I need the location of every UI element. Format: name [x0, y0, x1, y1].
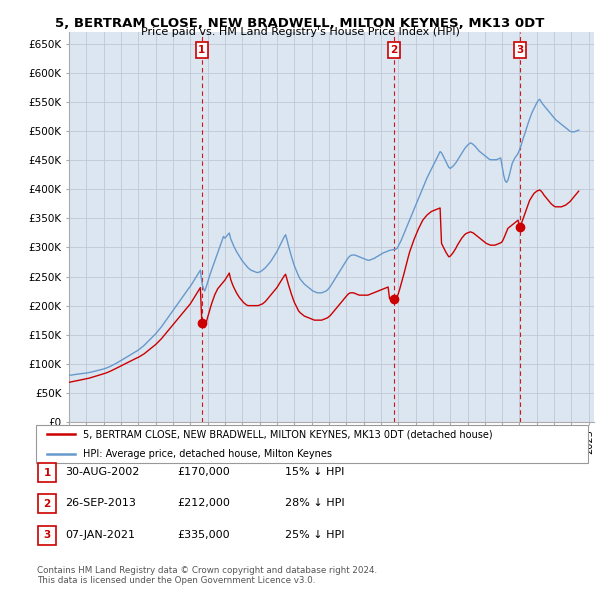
Text: 1: 1 — [43, 468, 51, 477]
Text: 25% ↓ HPI: 25% ↓ HPI — [285, 530, 344, 539]
Text: 07-JAN-2021: 07-JAN-2021 — [65, 530, 135, 539]
Text: 2: 2 — [43, 499, 51, 509]
Text: 1: 1 — [198, 45, 205, 55]
FancyBboxPatch shape — [38, 526, 56, 545]
Text: HPI: Average price, detached house, Milton Keynes: HPI: Average price, detached house, Milt… — [83, 448, 332, 458]
Text: Contains HM Land Registry data © Crown copyright and database right 2024.
This d: Contains HM Land Registry data © Crown c… — [37, 566, 377, 585]
Text: 5, BERTRAM CLOSE, NEW BRADWELL, MILTON KEYNES, MK13 0DT (detached house): 5, BERTRAM CLOSE, NEW BRADWELL, MILTON K… — [83, 430, 493, 440]
Text: 30-AUG-2002: 30-AUG-2002 — [65, 467, 139, 477]
Text: 26-SEP-2013: 26-SEP-2013 — [65, 499, 136, 508]
Text: Price paid vs. HM Land Registry's House Price Index (HPI): Price paid vs. HM Land Registry's House … — [140, 27, 460, 37]
Text: 28% ↓ HPI: 28% ↓ HPI — [285, 499, 344, 508]
FancyBboxPatch shape — [36, 425, 588, 463]
Text: £170,000: £170,000 — [177, 467, 230, 477]
Text: £335,000: £335,000 — [177, 530, 230, 539]
Text: 2: 2 — [390, 45, 398, 55]
Text: £212,000: £212,000 — [177, 499, 230, 508]
Text: 3: 3 — [517, 45, 524, 55]
FancyBboxPatch shape — [38, 463, 56, 482]
Text: 15% ↓ HPI: 15% ↓ HPI — [285, 467, 344, 477]
FancyBboxPatch shape — [38, 494, 56, 513]
Text: 3: 3 — [43, 530, 51, 540]
Text: 5, BERTRAM CLOSE, NEW BRADWELL, MILTON KEYNES, MK13 0DT: 5, BERTRAM CLOSE, NEW BRADWELL, MILTON K… — [55, 17, 545, 30]
